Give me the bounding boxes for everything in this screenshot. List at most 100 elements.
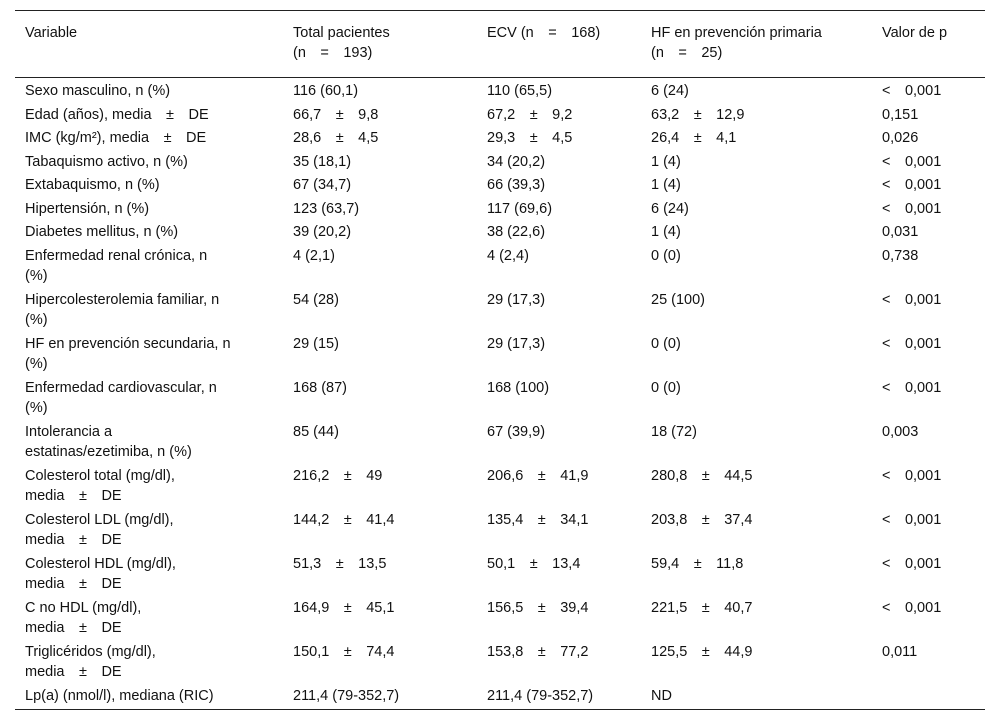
variable-label: media ± DE	[25, 532, 122, 548]
value-cell-p-value: < 0,001	[882, 177, 942, 193]
value-cell-ecv: 67,2 ± 9,2	[487, 106, 573, 123]
value-cell-ecv: 153,8 ± 77,2	[487, 643, 589, 660]
variable-label: estatinas/ezetimiba, n (%)	[25, 444, 192, 460]
value-cell-total: 168 (87)	[293, 379, 348, 396]
variable-cell: Diabetes mellitus, n (%)	[15, 221, 283, 245]
header-row: Variable Total pacientes (n = 193) ECV (n =…	[15, 10, 985, 78]
value-cell-total: 216,2 ± 49	[293, 467, 383, 484]
value-cell-hf-primaria: 203,8 ± 37,4	[651, 511, 753, 528]
variable-cell: Sexo masculino, n (%)	[15, 78, 283, 104]
column-header-line: Variable	[25, 25, 78, 41]
column-header-line: (n = 25)	[651, 45, 723, 61]
value-cell-p-value: < 0,001	[882, 555, 942, 572]
variable-cell: Tabaquismo activo, n (%)	[15, 151, 283, 175]
variable-label: (%)	[25, 268, 48, 284]
value-cell-total: 116 (60,1)	[293, 83, 359, 99]
variable-cell: Hipercolesterolemia familiar, n (%)	[15, 289, 283, 333]
value-cell-hf-primaria: 59,4 ± 11,8	[651, 555, 744, 572]
variable-cell: Lp(a) (nmol/l), mediana (RIC)	[15, 685, 283, 710]
value-cell-ecv: 50,1 ± 13,4	[487, 555, 581, 572]
variable-cell: Colesterol HDL (mg/dl), media ± DE	[15, 553, 283, 597]
variable-label: Hipercolesterolemia familiar, n	[25, 291, 220, 308]
value-cell-total: 54 (28)	[293, 291, 339, 308]
value-cell-p-value: < 0,001	[882, 511, 942, 528]
value-cell-ecv: 66 (39,3)	[487, 177, 546, 193]
variable-label: Colesterol LDL (mg/dl),	[25, 511, 174, 528]
variable-label: Diabetes mellitus, n (%)	[25, 224, 179, 240]
value-cell-hf-primaria: 63,2 ± 12,9	[651, 106, 745, 123]
value-cell-hf-primaria: 0 (0)	[651, 335, 681, 352]
value-cell-total: 150,1 ± 74,4	[293, 643, 395, 660]
value-cell-ecv: 168 (100)	[487, 379, 550, 396]
value-cell-total: 51,3 ± 13,5	[293, 555, 387, 572]
table-body: Sexo masculino, n (%) 116 (60,1) 110 (65,5…	[15, 78, 985, 710]
table-row: Edad (años), media ± DE 66,7 ± 9,8 67,2 ± …	[15, 104, 985, 128]
column-header-total: Total pacientes (n = 193)	[283, 11, 477, 78]
table-row: Enfermedad cardiovascular, n (%) 168 (87) 1…	[15, 377, 985, 421]
value-cell-hf-primaria: 1 (4)	[651, 153, 681, 170]
value-cell-hf-primaria: ND	[651, 687, 672, 704]
variable-cell: IMC (kg/m²), media ± DE	[15, 127, 283, 151]
value-cell-total: 4 (2,1)	[293, 247, 335, 264]
variable-label: Intolerancia a	[25, 423, 113, 440]
value-cell-ecv: 110 (65,5)	[487, 83, 553, 99]
column-header-line: ECV (n = 168)	[487, 25, 601, 41]
variable-label: HF en prevención secundaria, n	[25, 335, 231, 352]
value-cell-hf-primaria: 280,8 ± 44,5	[651, 467, 753, 484]
value-cell-p-value: < 0,001	[882, 599, 942, 616]
column-header-line: Valor de p	[882, 25, 948, 41]
variable-label: media ± DE	[25, 576, 122, 592]
table-row: Hipercolesterolemia familiar, n (%) 54 (28…	[15, 289, 985, 333]
value-cell-p-value: 0,011	[882, 643, 918, 660]
value-cell-p-value: < 0,001	[882, 335, 942, 352]
table-row: Lp(a) (nmol/l), mediana (RIC) 211,4 (79-3…	[15, 685, 985, 710]
value-cell-p-value: < 0,001	[882, 291, 942, 308]
value-cell-p-value: 0,151	[882, 106, 919, 123]
variable-cell: Colesterol LDL (mg/dl), media ± DE	[15, 509, 283, 553]
variable-label: (%)	[25, 312, 48, 328]
value-cell-hf-primaria: 25 (100)	[651, 291, 706, 308]
column-header-line: (n = 193)	[293, 45, 373, 61]
value-cell-ecv: 135,4 ± 34,1	[487, 511, 589, 528]
variable-label: media ± DE	[25, 488, 122, 504]
value-cell-total: 85 (44)	[293, 423, 339, 440]
value-cell-ecv: 156,5 ± 39,4	[487, 599, 589, 616]
value-cell-total: 35 (18,1)	[293, 153, 352, 170]
variable-label: Enfermedad renal crónica, n	[25, 247, 208, 264]
column-header-p-value: Valor de p	[872, 11, 985, 78]
value-cell-ecv: 117 (69,6)	[487, 200, 553, 217]
variable-label: (%)	[25, 400, 48, 416]
value-cell-hf-primaria: 6 (24)	[651, 83, 689, 99]
value-cell-ecv: 29,3 ± 4,5	[487, 130, 573, 146]
value-cell-hf-primaria: 221,5 ± 40,7	[651, 599, 753, 616]
variable-label: Edad (años), media ± DE	[25, 106, 209, 123]
variable-cell: C no HDL (mg/dl), media ± DE	[15, 597, 283, 641]
value-cell-total: 39 (20,2)	[293, 224, 352, 240]
value-cell-ecv: 29 (17,3)	[487, 335, 546, 352]
value-cell-hf-primaria: 6 (24)	[651, 200, 689, 217]
value-cell-p-value: 0,003	[882, 423, 919, 440]
variable-label: (%)	[25, 356, 48, 372]
value-cell-total: 144,2 ± 41,4	[293, 511, 395, 528]
table-row: Tabaquismo activo, n (%) 35 (18,1) 34 (20,…	[15, 151, 985, 175]
value-cell-ecv: 4 (2,4)	[487, 247, 529, 264]
variable-label: Colesterol total (mg/dl),	[25, 467, 175, 484]
variable-label: Hipertensión, n (%)	[25, 200, 150, 217]
table-row: Enfermedad renal crónica, n (%) 4 (2,1) 4 (…	[15, 245, 985, 289]
value-cell-total: 28,6 ± 4,5	[293, 130, 379, 146]
variable-label: Sexo masculino, n (%)	[25, 83, 171, 99]
value-cell-p-value	[872, 685, 985, 710]
variable-cell: Enfermedad renal crónica, n (%)	[15, 245, 283, 289]
variable-cell: Hipertensión, n (%)	[15, 198, 283, 222]
data-table: Variable Total pacientes (n = 193) ECV (n =…	[15, 10, 985, 710]
column-header-line: Total pacientes	[293, 25, 390, 41]
column-header-variable: Variable	[15, 11, 283, 78]
value-cell-p-value: 0,026	[882, 130, 919, 146]
value-cell-p-value: 0,738	[882, 247, 919, 264]
table-row: Hipertensión, n (%) 123 (63,7) 117 (69,6) 6…	[15, 198, 985, 222]
variable-label: Enfermedad cardiovascular, n	[25, 379, 217, 396]
value-cell-total: 164,9 ± 45,1	[293, 599, 395, 616]
value-cell-p-value: < 0,001	[882, 153, 942, 170]
variable-label: media ± DE	[25, 664, 122, 680]
value-cell-p-value: 0,031	[882, 224, 919, 240]
